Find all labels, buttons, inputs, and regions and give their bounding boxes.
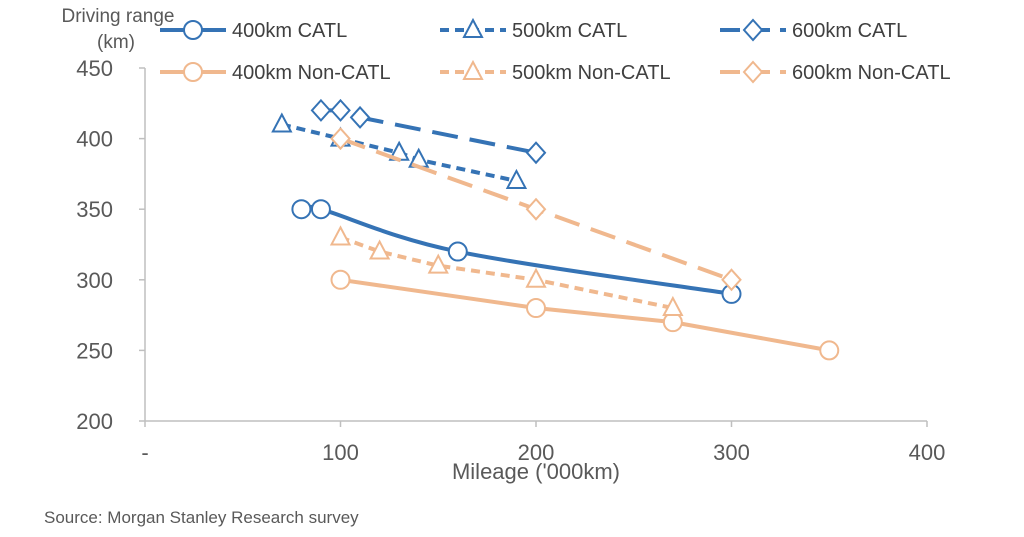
y-tick-label: 350 xyxy=(76,197,113,222)
data-point xyxy=(368,239,391,260)
data-point xyxy=(330,98,351,122)
y-tick-label: 450 xyxy=(76,56,113,81)
y-tick-label: 250 xyxy=(76,338,113,363)
data-point xyxy=(310,199,331,220)
y-axis-label: Driving range (km) xyxy=(62,6,175,53)
data-point xyxy=(505,168,528,189)
legend-marker xyxy=(183,20,203,40)
series-group xyxy=(271,98,840,361)
data-point xyxy=(291,199,312,220)
series-600km-catl xyxy=(310,98,547,165)
legend-label: 400km Non-CATL xyxy=(232,62,391,84)
data-point xyxy=(525,197,547,221)
y-axis-label-line: (km) xyxy=(97,32,135,53)
data-point xyxy=(330,269,351,290)
data-point xyxy=(721,268,742,292)
x-tick-label: 400 xyxy=(909,440,946,465)
legend-item: 600km CATL xyxy=(720,18,907,42)
data-point xyxy=(330,127,351,151)
series-line xyxy=(339,235,674,310)
legend-label: 600km Non-CATL xyxy=(792,62,951,84)
data-point xyxy=(525,267,547,288)
legend-item: 600km Non-CATL xyxy=(720,60,951,84)
data-point xyxy=(271,112,293,133)
legend-label: 500km CATL xyxy=(512,20,627,42)
y-tick-label: 300 xyxy=(76,268,113,293)
axes: 200 250 300 350 400 450 - 100 200 300 400 Mileage (… xyxy=(76,56,945,484)
data-point xyxy=(526,298,546,319)
y-axis-label-line: Driving range xyxy=(62,6,175,27)
series-400km-non-catl xyxy=(330,269,840,361)
data-point xyxy=(310,98,332,122)
series-line xyxy=(300,204,732,296)
legend-item: 500km CATL xyxy=(440,17,627,42)
data-point xyxy=(662,295,684,317)
data-point xyxy=(349,105,371,129)
x-axis-label: Mileage ('000km) xyxy=(452,459,620,484)
data-point xyxy=(329,225,352,246)
legend-marker xyxy=(742,18,764,42)
series-600km-non-catl xyxy=(330,127,742,292)
legend-marker xyxy=(742,60,764,84)
y-tick-label: 400 xyxy=(76,127,113,152)
legend: 400km CATL 500km CATL 600km CATL 400km Non-… xyxy=(160,17,951,84)
x-tick-label: 200 xyxy=(518,440,555,465)
data-point xyxy=(447,241,468,262)
legend-label: 600km CATL xyxy=(792,20,907,42)
y-tick-label: 200 xyxy=(76,409,113,434)
x-tick-label: 300 xyxy=(713,440,750,465)
legend-marker xyxy=(462,59,484,80)
series-line xyxy=(340,277,830,353)
series-500km-non-catl xyxy=(329,225,684,317)
legend-item: 400km Non-CATL xyxy=(160,62,391,84)
data-point xyxy=(819,340,840,361)
legend-label: 500km Non-CATL xyxy=(512,62,671,84)
legend-item: 500km Non-CATL xyxy=(440,59,671,84)
x-tick-label: - xyxy=(141,440,148,465)
legend-marker xyxy=(462,17,484,38)
source-note: Source: Morgan Stanley Research survey xyxy=(44,508,359,527)
series-400km-catl xyxy=(291,199,742,304)
legend-label: 400km CATL xyxy=(232,20,347,42)
legend-item: 400km CATL xyxy=(160,20,347,42)
legend-marker xyxy=(183,62,203,82)
x-tick-label: 100 xyxy=(322,440,359,465)
data-point xyxy=(427,253,449,274)
data-point xyxy=(525,141,547,165)
